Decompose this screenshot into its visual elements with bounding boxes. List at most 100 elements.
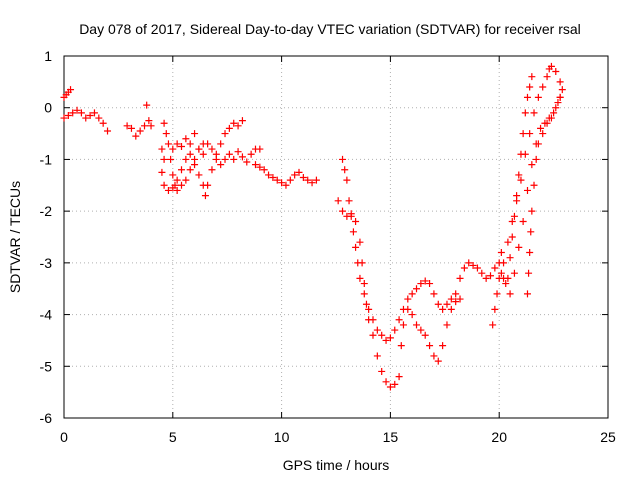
- data-point: [382, 336, 390, 344]
- data-point: [178, 181, 186, 189]
- data-point: [186, 140, 194, 148]
- data-point: [417, 280, 425, 288]
- data-point: [404, 305, 412, 313]
- data-point: [491, 305, 499, 313]
- data-point: [212, 155, 220, 163]
- data-point: [373, 326, 381, 334]
- data-point: [160, 119, 168, 127]
- data-point: [502, 280, 510, 288]
- data-point: [104, 127, 112, 135]
- data-point: [260, 166, 268, 174]
- data-point: [90, 109, 98, 117]
- data-point: [217, 140, 225, 148]
- data-point: [469, 261, 477, 269]
- data-point: [521, 150, 529, 158]
- data-point: [404, 295, 412, 303]
- data-point: [465, 259, 473, 267]
- data-point: [552, 104, 560, 112]
- data-point: [456, 295, 464, 303]
- data-point: [343, 212, 351, 220]
- data-point: [500, 259, 508, 267]
- data-point: [486, 272, 494, 280]
- data-point: [143, 101, 151, 109]
- data-point: [526, 130, 534, 138]
- data-point: [527, 228, 535, 236]
- y-tick-label: -3: [40, 255, 53, 271]
- data-point: [247, 150, 255, 158]
- data-point: [528, 207, 536, 215]
- data-point: [534, 93, 542, 101]
- data-point: [339, 155, 347, 163]
- grid: [64, 56, 608, 418]
- data-point: [497, 249, 505, 257]
- x-tick-label: 5: [169, 429, 177, 445]
- data-point: [82, 114, 90, 122]
- data-point: [234, 148, 242, 156]
- data-point: [408, 290, 416, 298]
- data-point: [278, 179, 286, 187]
- data-point: [195, 171, 203, 179]
- data-point: [413, 321, 421, 329]
- data-point: [395, 316, 403, 324]
- data-point: [356, 274, 364, 282]
- data-point: [358, 259, 366, 267]
- data-point: [532, 155, 540, 163]
- data-point: [347, 210, 355, 218]
- data-point: [452, 298, 460, 306]
- data-point: [556, 93, 564, 101]
- data-point: [67, 86, 75, 94]
- data-point: [395, 373, 403, 381]
- plot-frame: [63, 55, 609, 419]
- data-point: [528, 161, 536, 169]
- data-point: [186, 150, 194, 158]
- data-point: [430, 290, 438, 298]
- data-point: [526, 83, 534, 91]
- data-point: [378, 367, 386, 375]
- data-point: [77, 109, 85, 117]
- data-point: [145, 117, 153, 125]
- data-point: [447, 305, 455, 313]
- data-point: [217, 161, 225, 169]
- data-point: [345, 197, 353, 205]
- data-point: [506, 290, 514, 298]
- data-point: [299, 174, 307, 182]
- y-tick-label: 1: [44, 48, 52, 64]
- data-point: [164, 140, 172, 148]
- data-point: [291, 171, 299, 179]
- data-point: [515, 243, 523, 251]
- data-point: [421, 277, 429, 285]
- data-point: [339, 207, 347, 215]
- data-point: [186, 166, 194, 174]
- data-point: [504, 238, 512, 246]
- data-point: [452, 290, 460, 298]
- data-point: [178, 166, 186, 174]
- data-point: [489, 321, 497, 329]
- data-point: [528, 73, 536, 81]
- data-point: [141, 122, 149, 130]
- data-point: [552, 68, 560, 76]
- y-tick-label: 0: [44, 100, 52, 116]
- data-point: [523, 290, 531, 298]
- x-tick-label: 15: [383, 429, 399, 445]
- data-point: [382, 378, 390, 386]
- data-point: [558, 86, 566, 94]
- data-point: [515, 171, 523, 179]
- data-point: [191, 130, 199, 138]
- data-point: [160, 181, 168, 189]
- data-point: [417, 326, 425, 334]
- data-point: [256, 145, 264, 153]
- data-point: [434, 357, 442, 365]
- y-axis-title: SDTVAR / TECUs: [7, 181, 23, 293]
- data-point: [547, 62, 555, 70]
- data-point: [69, 109, 77, 117]
- data-point: [256, 163, 264, 171]
- data-point: [534, 140, 542, 148]
- data-point: [362, 300, 370, 308]
- data-point: [160, 155, 168, 163]
- data-point: [413, 285, 421, 293]
- data-point: [204, 181, 212, 189]
- data-point: [497, 269, 505, 277]
- data-point: [230, 155, 238, 163]
- chart-title: Day 078 of 2017, Sidereal Day-to-day VTE…: [79, 21, 581, 37]
